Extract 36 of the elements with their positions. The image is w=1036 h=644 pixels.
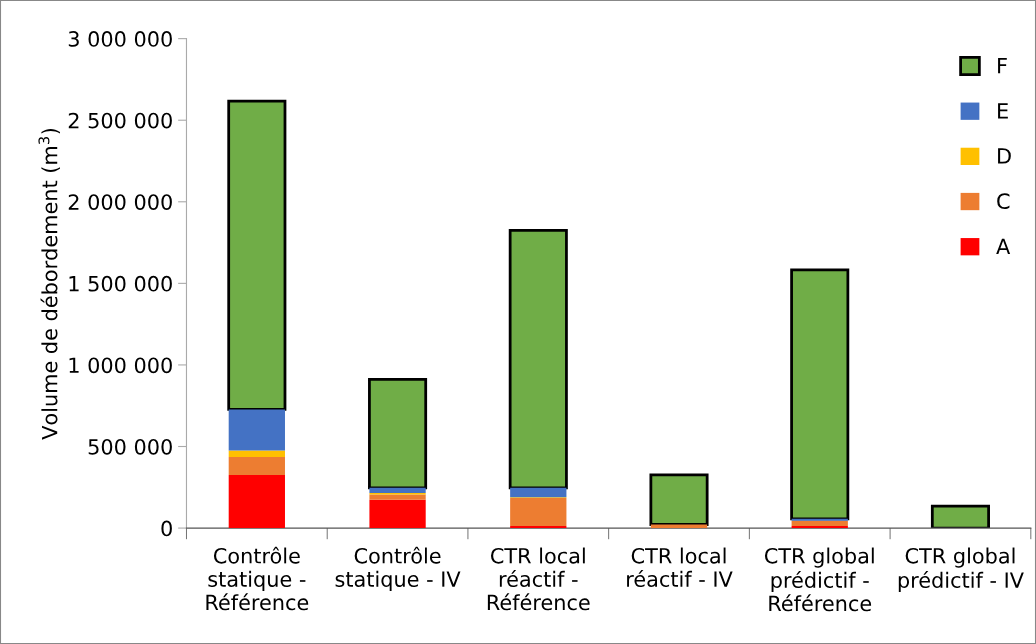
x-tick-label: CTR global prédictif - IV	[898, 547, 1024, 593]
bar	[650, 524, 708, 529]
bar	[649, 473, 709, 526]
x-tick-label: CTR local réactif - Référence	[487, 547, 590, 611]
y-tick-label: 1 500 000	[69, 275, 172, 292]
legend-label: E	[998, 103, 1008, 119]
bar	[510, 497, 567, 527]
x-tick-label: Contrôle statique - Référence	[206, 546, 309, 611]
y-tick-label: 3 000 000	[68, 31, 172, 47]
bar	[790, 268, 850, 521]
bar	[227, 99, 287, 411]
x-tick-label: Contrôle statique - IV	[335, 546, 461, 592]
legend-label: A	[996, 238, 1011, 254]
bar	[368, 377, 428, 490]
legend-label: D	[998, 148, 1011, 164]
x-tick-label: CTR global prédictif - Référence	[764, 547, 874, 612]
bar	[791, 520, 848, 527]
legend-label: C	[997, 193, 1010, 210]
bar	[510, 487, 567, 498]
y-axis-title: Volume de débordement (m$^{3}$)	[38, 128, 60, 440]
y-tick-label: 2 000 000	[68, 194, 172, 210]
bar	[369, 499, 426, 529]
legend-label: F	[998, 58, 1007, 74]
y-tick-label: 1 000 000	[69, 357, 172, 374]
y-tick-label: 500 000	[88, 438, 172, 455]
y-tick-label: 0	[161, 520, 172, 537]
bar	[369, 494, 426, 500]
y-tick-label: 2 500 000	[68, 112, 172, 129]
bar	[930, 504, 990, 529]
bar	[228, 409, 285, 451]
bar	[228, 457, 285, 476]
x-tick-label: CTR local réactif - IV	[627, 547, 733, 587]
bar	[228, 475, 285, 529]
bar	[508, 228, 568, 490]
bar	[228, 450, 285, 458]
bar	[369, 487, 426, 493]
